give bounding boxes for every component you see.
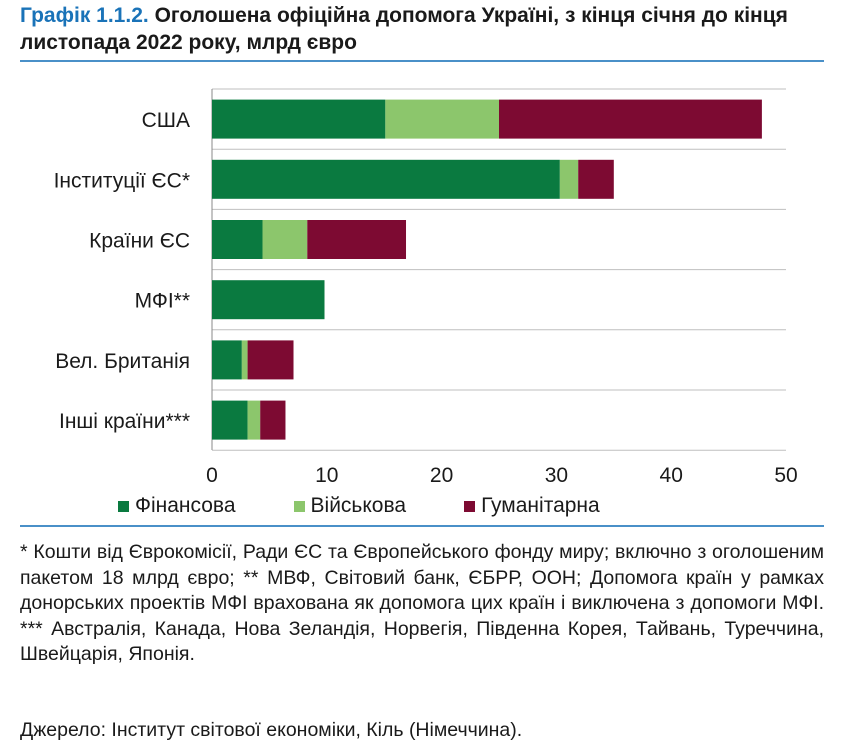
category-label: Країни ЄС bbox=[89, 230, 190, 253]
bar-2-3 bbox=[262, 220, 308, 259]
category-label: МФІ** bbox=[135, 290, 190, 313]
category-label: Інституції ЄС* bbox=[54, 169, 190, 192]
bar-3-2 bbox=[578, 159, 614, 199]
category-label: США bbox=[142, 109, 190, 132]
footnote-divider bbox=[20, 525, 824, 527]
bar-2-5 bbox=[241, 340, 248, 380]
x-tick-label: 10 bbox=[315, 464, 338, 487]
x-tick-label: 30 bbox=[545, 464, 568, 487]
bar-1-5 bbox=[212, 340, 242, 380]
legend-item: Гуманітарна bbox=[464, 494, 600, 518]
x-tick-label: 40 bbox=[660, 464, 683, 487]
chart-title: Графік 1.1.2. Оголошена офіційна допомог… bbox=[20, 2, 820, 56]
bar-3-3 bbox=[307, 220, 407, 259]
top-divider bbox=[20, 60, 824, 62]
bar-1-6 bbox=[212, 400, 248, 440]
bar-1-3 bbox=[212, 220, 263, 259]
legend-swatch bbox=[464, 500, 476, 512]
bar-3-1 bbox=[499, 99, 762, 139]
bar-2-6 bbox=[247, 400, 261, 440]
source-note: Джерело: Інститут світової економіки, Кі… bbox=[20, 719, 523, 741]
legend-label: Фінансова bbox=[135, 494, 236, 517]
x-tick-label: 50 bbox=[774, 464, 797, 487]
legend-label: Військова bbox=[310, 494, 407, 517]
chart-title-block: Графік 1.1.2. Оголошена офіційна допомог… bbox=[20, 2, 820, 56]
bar-2-2 bbox=[559, 159, 579, 199]
bar-1-1 bbox=[212, 99, 386, 139]
legend-swatch bbox=[293, 500, 305, 512]
bar-3-5 bbox=[247, 340, 294, 380]
category-label: Вел. Британія bbox=[55, 350, 190, 373]
x-tick-label: 20 bbox=[430, 464, 453, 487]
legend-swatch bbox=[118, 500, 129, 512]
bar-2-1 bbox=[385, 99, 499, 139]
stacked-bar-chart: США Інституції ЄС* Країни ЄС МФІ** Вел. Брит… bbox=[54, 88, 798, 487]
bar-1-4 bbox=[212, 280, 325, 320]
legend-item: Військова bbox=[293, 494, 407, 518]
legend-label: Гуманітарна bbox=[481, 494, 600, 517]
x-tick-label: 0 bbox=[206, 464, 218, 487]
bar-1-2 bbox=[212, 159, 560, 199]
bar-3-6 bbox=[260, 400, 286, 440]
chart-title-text: Оголошена офіційна допомога Україні, з к… bbox=[20, 4, 788, 54]
chart-number: Графік 1.1.2. bbox=[20, 4, 149, 27]
footnote: * Кошти від Єврокомісії, Ради ЄС та Євро… bbox=[20, 541, 824, 665]
legend-item: Фінансова bbox=[118, 494, 236, 518]
chart-legend: Фінансова Військова Гуманітарна bbox=[118, 491, 658, 521]
category-label: Інші країни*** bbox=[59, 410, 190, 433]
